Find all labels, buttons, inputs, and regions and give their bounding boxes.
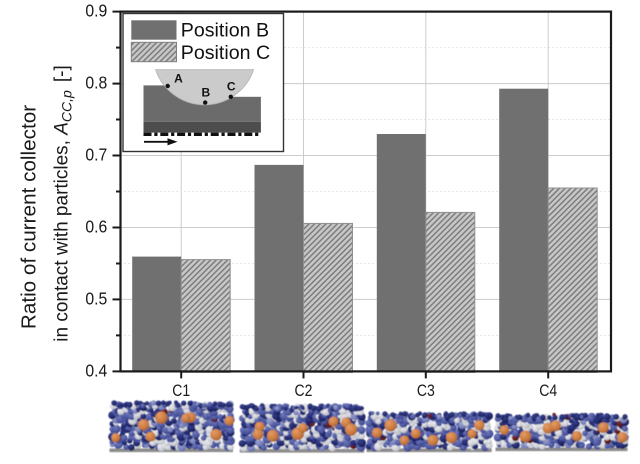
svg-text:0.4: 0.4 xyxy=(85,361,107,381)
svg-text:0.8: 0.8 xyxy=(85,73,107,93)
svg-text:C3: C3 xyxy=(417,382,435,400)
svg-text:A: A xyxy=(174,72,183,86)
svg-text:C4: C4 xyxy=(539,382,557,400)
svg-text:Position B: Position B xyxy=(181,20,269,42)
svg-text:C: C xyxy=(227,79,236,93)
svg-text:B: B xyxy=(201,85,210,99)
svg-text:in contact with particles, ACC: in contact with particles, ACC,p[-] xyxy=(52,65,75,341)
svg-text:0.7: 0.7 xyxy=(85,145,107,165)
svg-text:C1: C1 xyxy=(172,382,190,400)
svg-text:Ratio of current collector: Ratio of current collector xyxy=(18,105,41,329)
svg-text:0.6: 0.6 xyxy=(85,217,107,237)
svg-text:0.9: 0.9 xyxy=(85,1,107,21)
svg-text:Position C: Position C xyxy=(181,42,270,64)
svg-text:C2: C2 xyxy=(295,382,313,400)
svg-text:0.5: 0.5 xyxy=(85,289,107,309)
